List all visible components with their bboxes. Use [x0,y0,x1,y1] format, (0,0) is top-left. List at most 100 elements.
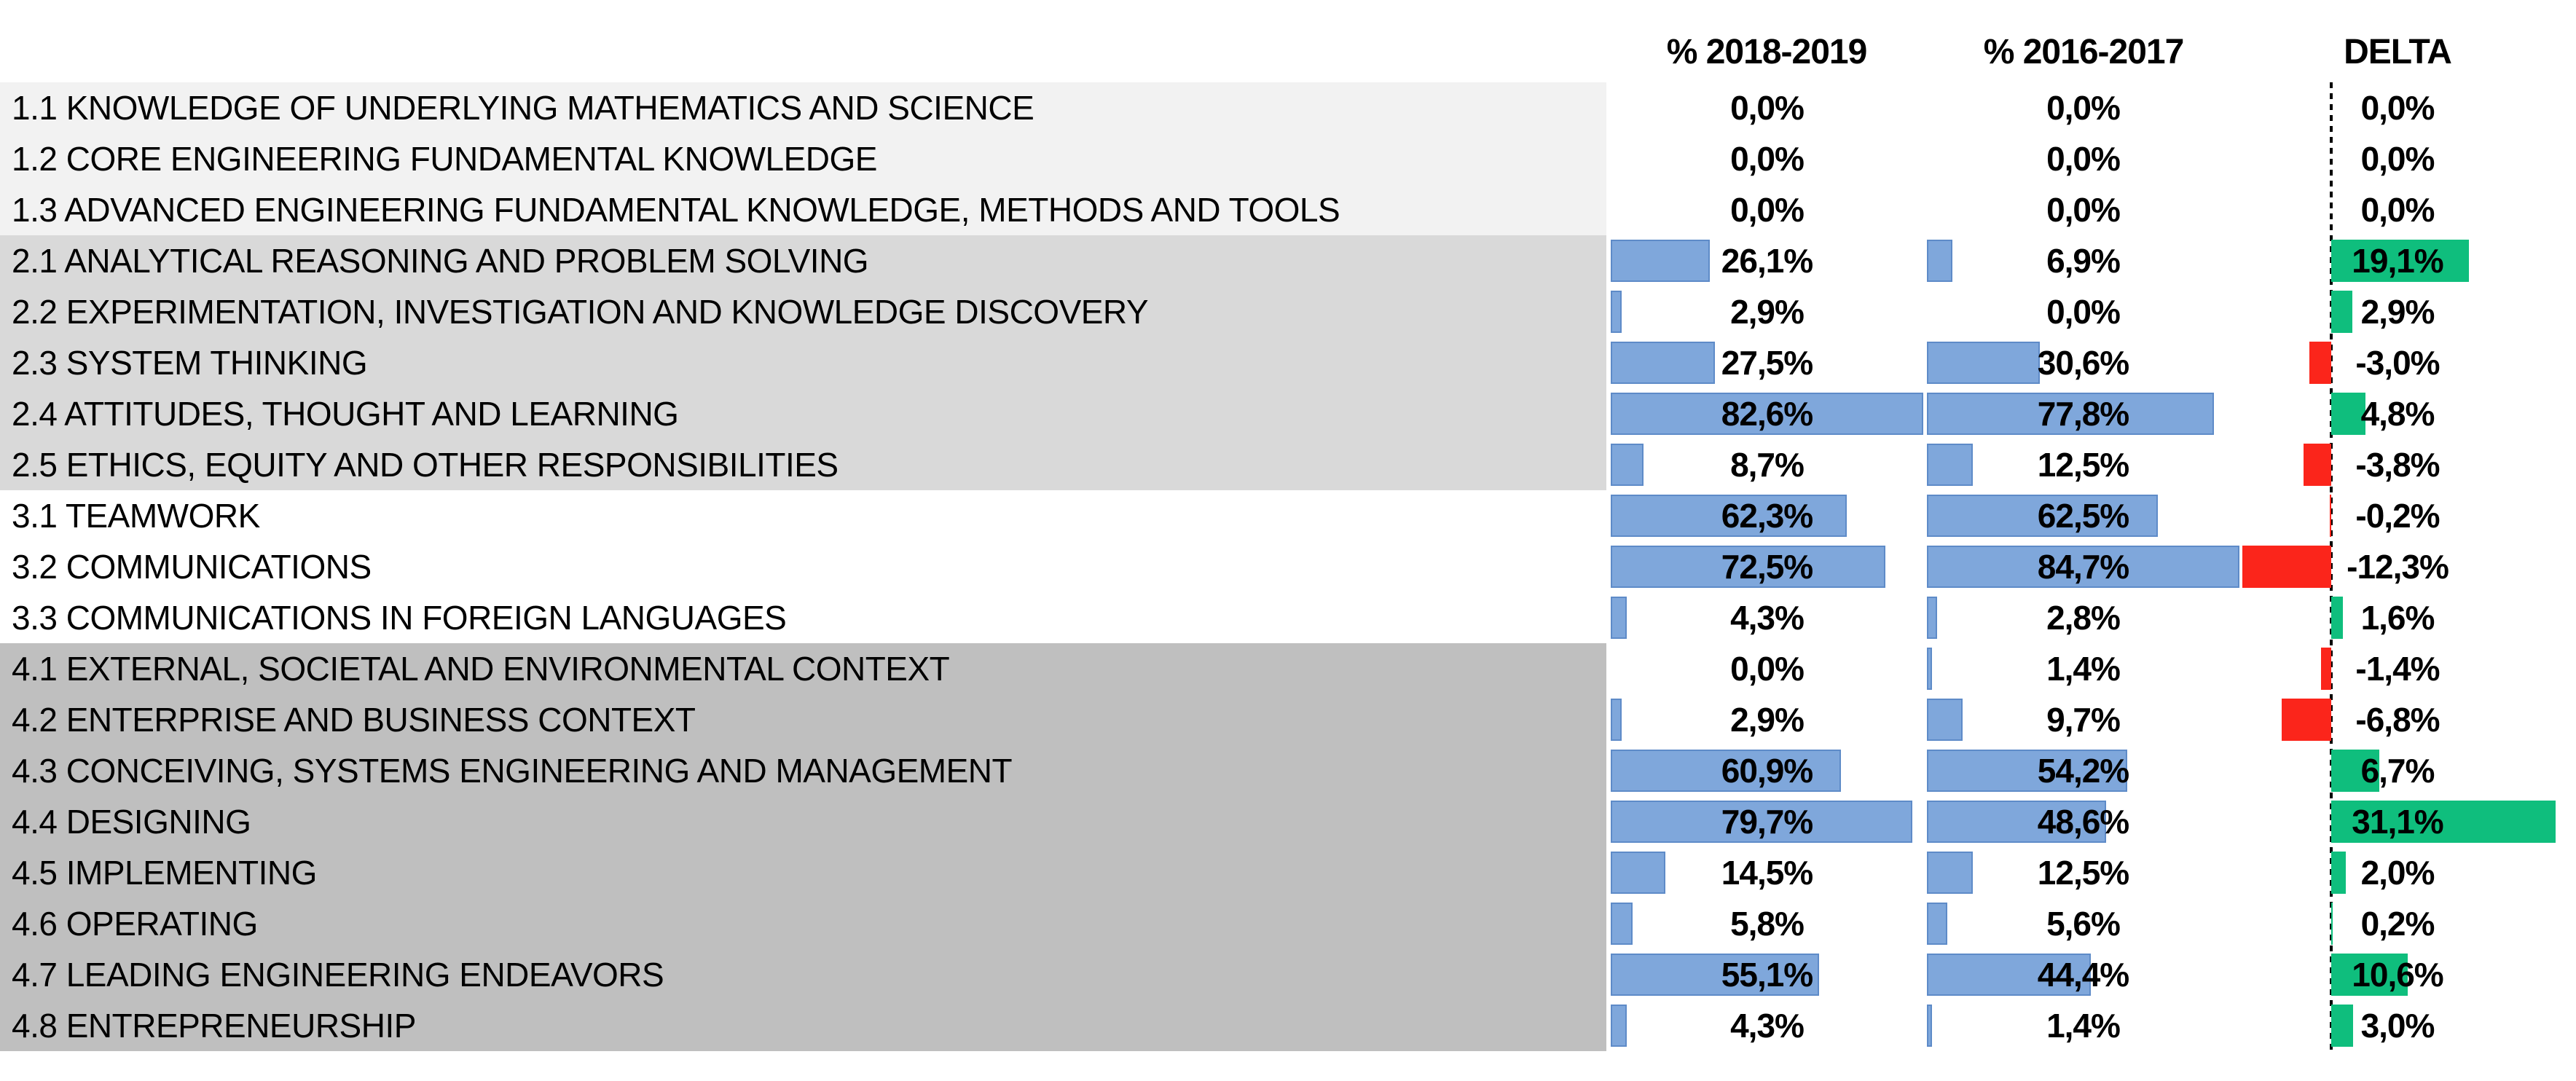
value-delta: 0,0% [2360,89,2435,127]
value-2018-2019: 2,9% [1730,701,1805,739]
value-2016-2017: 30,6% [2037,344,2129,382]
value-delta: 4,8% [2360,395,2435,433]
bar-2016-2017 [1927,444,1974,486]
row-label: 3.3 COMMUNICATIONS IN FOREIGN LANGUAGES [0,592,1606,643]
row-label: 3.1 TEAMWORK [0,490,1606,541]
bar-2016-2017 [1927,750,2127,792]
value-2018-2019: 14,5% [1721,854,1813,892]
value-delta: 0,0% [2360,191,2435,229]
value-2016-2017: 0,0% [2046,293,2121,331]
bar-delta-negative [2309,342,2331,384]
bar-delta-positive [2330,903,2333,945]
column-header-delta: DELTA [2344,33,2452,71]
value-2018-2019: 0,0% [1730,89,1805,127]
bar-2016-2017 [1927,342,2040,384]
bar-delta-positive [2330,801,2556,843]
row-label: 1.3 ADVANCED ENGINEERING FUNDAMENTAL KNO… [0,184,1606,235]
bar-2016-2017 [1927,852,1974,894]
delta-zero-axis [2329,82,2333,1053]
bar-delta-negative [2242,546,2331,588]
value-2016-2017: 1,4% [2046,1007,2121,1045]
value-2018-2019: 0,0% [1730,650,1805,688]
value-2016-2017: 0,0% [2046,89,2121,127]
bar-2018-2019 [1611,1005,1627,1047]
bar-2016-2017 [1927,699,1963,741]
value-2016-2017: 12,5% [2037,854,2129,892]
value-delta: 0,2% [2360,905,2435,943]
row-label: 2.2 EXPERIMENTATION, INVESTIGATION AND K… [0,286,1606,337]
row-label: 4.1 EXTERNAL, SOCIETAL AND ENVIRONMENTAL… [0,643,1606,694]
value-delta: 1,6% [2360,599,2435,637]
value-delta: 2,0% [2360,854,2435,892]
bar-2016-2017 [1927,393,2215,435]
bar-delta-positive [2330,852,2346,894]
bar-delta-negative [2282,699,2331,741]
value-delta: 31,1% [2352,803,2443,841]
bar-delta-positive [2330,291,2352,333]
value-2018-2019: 0,0% [1730,191,1805,229]
row-label: 4.6 OPERATING [0,898,1606,949]
value-delta: -1,4% [2355,650,2440,688]
bar-2018-2019 [1611,240,1710,282]
bar-delta-positive [2330,954,2408,996]
bar-delta-positive [2330,597,2343,639]
row-label: 4.5 IMPLEMENTING [0,847,1606,898]
value-delta: -12,3% [2347,548,2449,586]
value-2018-2019: 0,0% [1730,140,1805,178]
row-label: 3.2 COMMUNICATIONS [0,541,1606,592]
value-2018-2019: 27,5% [1721,344,1813,382]
value-2016-2017: 0,0% [2046,191,2121,229]
row-label: 1.2 CORE ENGINEERING FUNDAMENTAL KNOWLED… [0,133,1606,184]
bar-2018-2019 [1611,699,1622,741]
value-2016-2017: 6,9% [2046,242,2121,280]
value-delta: 0,0% [2360,140,2435,178]
bar-delta-positive [2330,750,2380,792]
value-2018-2019: 60,9% [1721,752,1813,790]
value-2016-2017: 48,6% [2037,803,2129,841]
bar-2018-2019 [1611,954,1820,996]
bar-2016-2017 [1927,495,2158,537]
bar-2018-2019 [1611,750,1842,792]
bar-2018-2019 [1611,291,1622,333]
value-2018-2019: 26,1% [1721,242,1813,280]
value-2018-2019: 82,6% [1721,395,1813,433]
bar-2016-2017 [1927,546,2239,588]
row-label: 2.3 SYSTEM THINKING [0,337,1606,388]
value-2018-2019: 4,3% [1730,599,1805,637]
value-2016-2017: 1,4% [2046,650,2121,688]
bar-2018-2019 [1611,903,1633,945]
value-2018-2019: 62,3% [1721,497,1813,535]
bar-2016-2017 [1927,648,1933,690]
bar-delta-negative [2304,444,2331,486]
value-2016-2017: 2,8% [2046,599,2121,637]
value-2016-2017: 84,7% [2037,548,2129,586]
value-2018-2019: 72,5% [1721,548,1813,586]
row-label: 2.4 ATTITUDES, THOUGHT AND LEARNING [0,388,1606,439]
value-delta: 19,1% [2352,242,2443,280]
bar-2018-2019 [1611,342,1715,384]
row-label: 1.1 KNOWLEDGE OF UNDERLYING MATHEMATICS … [0,82,1606,133]
value-delta: 10,6% [2352,956,2443,994]
bar-2018-2019 [1611,597,1627,639]
value-delta: 2,9% [2360,293,2435,331]
value-2016-2017: 62,5% [2037,497,2129,535]
value-delta: 3,0% [2360,1007,2435,1045]
value-2016-2017: 12,5% [2037,446,2129,484]
value-2016-2017: 77,8% [2037,395,2129,433]
value-delta: -0,2% [2355,497,2440,535]
bar-2018-2019 [1611,444,1644,486]
bar-delta-positive [2330,1005,2353,1047]
row-label: 4.3 CONCEIVING, SYSTEMS ENGINEERING AND … [0,745,1606,796]
value-delta: -6,8% [2355,701,2440,739]
row-label: 4.8 ENTREPRENEURSHIP [0,1000,1606,1051]
row-label: 4.2 ENTERPRISE AND BUSINESS CONTEXT [0,694,1606,745]
bar-2016-2017 [1927,597,1938,639]
value-2018-2019: 55,1% [1721,956,1813,994]
bar-delta-negative [2329,495,2331,537]
bar-2018-2019 [1611,852,1666,894]
value-2016-2017: 44,4% [2037,956,2129,994]
value-2016-2017: 9,7% [2046,701,2121,739]
value-2018-2019: 2,9% [1730,293,1805,331]
value-2016-2017: 5,6% [2046,905,2121,943]
